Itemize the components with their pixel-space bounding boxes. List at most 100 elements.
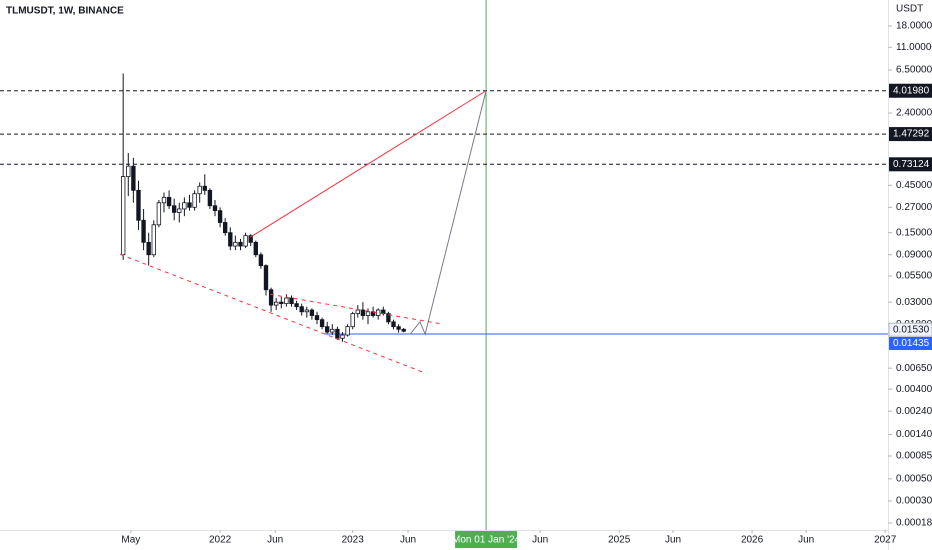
candle-body bbox=[166, 196, 172, 207]
price-tag-label: 0.73124 bbox=[893, 159, 930, 170]
candle-body bbox=[171, 205, 177, 213]
drawing-channel-bottom bbox=[119, 253, 426, 374]
y-tick-label: 0.09000 bbox=[896, 249, 932, 260]
x-tick-label: 2023 bbox=[342, 535, 365, 546]
candle-body bbox=[355, 309, 360, 315]
y-tick-label: 0.03000 bbox=[896, 297, 932, 308]
candle-body bbox=[197, 185, 202, 195]
candle-body bbox=[314, 315, 320, 321]
y-tick-label: 0.00240 bbox=[896, 406, 932, 417]
candle-body bbox=[274, 301, 279, 306]
y-tick-label: 6.50000 bbox=[896, 65, 932, 76]
drawing-channel-top bbox=[269, 293, 444, 325]
candle-body bbox=[131, 165, 136, 191]
candle-body bbox=[325, 326, 330, 333]
candle-body bbox=[146, 241, 151, 256]
candle-body bbox=[268, 289, 274, 306]
candle-body bbox=[263, 265, 269, 291]
x-tick-label: Jun bbox=[665, 535, 681, 546]
candle-body bbox=[401, 328, 406, 332]
candle-body bbox=[330, 328, 335, 333]
price-tag-label: 1.47292 bbox=[893, 129, 930, 140]
x-tick-label: Jun bbox=[798, 535, 814, 546]
candle-body bbox=[228, 232, 233, 247]
candle-body bbox=[243, 235, 248, 247]
price-tag bbox=[889, 157, 932, 172]
candle-body bbox=[284, 297, 289, 305]
y-tick-label: 0.00030 bbox=[896, 496, 932, 507]
candle-body bbox=[258, 254, 264, 266]
y-tick-label: 0.45000 bbox=[896, 180, 932, 191]
candle-body bbox=[279, 301, 284, 305]
drawing-projection bbox=[409, 90, 487, 336]
last-price-tag bbox=[888, 322, 932, 337]
candle-body bbox=[187, 202, 192, 208]
x-tick-label: 2025 bbox=[608, 535, 631, 546]
x-tick-label: 2022 bbox=[209, 535, 232, 546]
y-tick-label: 0.00400 bbox=[896, 384, 932, 395]
candle-body bbox=[126, 165, 131, 178]
candle-body bbox=[391, 321, 396, 328]
x-tick-highlight bbox=[455, 531, 518, 548]
candle-body bbox=[360, 309, 366, 316]
candle-body bbox=[141, 219, 146, 243]
y-tick-label: 0.00018 bbox=[896, 518, 932, 529]
candle-body bbox=[151, 224, 156, 256]
candle-body bbox=[289, 297, 294, 305]
candle-body bbox=[156, 202, 162, 226]
candle-body bbox=[136, 189, 141, 221]
x-tick-label: Jun bbox=[267, 535, 283, 546]
y-tick-label: 0.00050 bbox=[896, 474, 932, 485]
candle-body bbox=[177, 208, 182, 213]
candle-body bbox=[309, 309, 315, 316]
drawing-trend bbox=[249, 90, 487, 238]
candle-body bbox=[299, 306, 304, 313]
candle-body bbox=[207, 189, 213, 207]
candle-body bbox=[345, 326, 350, 336]
y-tick-label: 0.27000 bbox=[896, 202, 932, 213]
candle-body bbox=[335, 328, 340, 339]
x-tick-label: 2027 bbox=[874, 535, 897, 546]
candle-body bbox=[396, 326, 401, 330]
price-tag-label: 4.01980 bbox=[893, 85, 930, 96]
y-tick-label: 0.00650 bbox=[896, 363, 932, 374]
last-price-label: 0.01530 bbox=[893, 324, 930, 335]
candle-body bbox=[202, 185, 207, 191]
y-tick-label: 0.00140 bbox=[896, 429, 932, 440]
candle-body bbox=[223, 222, 228, 234]
candle-body bbox=[294, 303, 299, 308]
candle-body bbox=[340, 334, 345, 339]
x-tick-label: Jun bbox=[400, 535, 416, 546]
candle-body bbox=[386, 313, 391, 323]
candle-body bbox=[161, 196, 167, 204]
x-tick-label: Mon 01 Jan '24 bbox=[452, 535, 521, 546]
candle-body bbox=[233, 241, 238, 247]
x-tick-label: May bbox=[121, 535, 140, 546]
candle-body bbox=[304, 309, 309, 313]
y-tick-label: 0.15000 bbox=[896, 227, 932, 238]
y-tick-label: 2.40000 bbox=[896, 108, 932, 119]
candle-body bbox=[192, 193, 197, 208]
chart-title: TLMUSDT, 1W, BINANCE bbox=[6, 6, 124, 17]
candle-body bbox=[217, 210, 223, 223]
y-tick-label: 0.00085 bbox=[896, 451, 932, 462]
candle-body bbox=[381, 309, 386, 315]
y-tick-label: 0.05500 bbox=[896, 271, 932, 282]
candle-body bbox=[182, 202, 187, 210]
x-tick-label: Jun bbox=[532, 535, 548, 546]
candle-body bbox=[248, 235, 253, 243]
price-tag bbox=[889, 127, 932, 142]
candle-body bbox=[319, 319, 325, 328]
support-tag-label: 0.01435 bbox=[893, 338, 930, 349]
x-tick-label: 2026 bbox=[741, 535, 764, 546]
candle-body bbox=[238, 241, 243, 247]
price-tag bbox=[889, 83, 932, 98]
candle-body bbox=[376, 309, 381, 316]
y-unit: USDT bbox=[896, 4, 923, 15]
candle-body bbox=[212, 205, 218, 212]
candle-body bbox=[365, 311, 371, 316]
